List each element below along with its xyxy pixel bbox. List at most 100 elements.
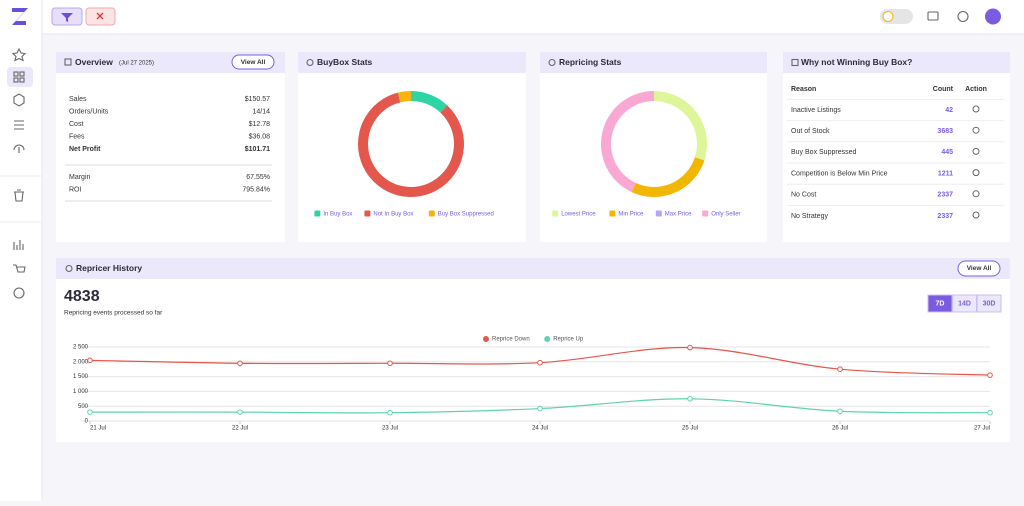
point bbox=[387, 409, 393, 416]
column-header: Count bbox=[933, 86, 954, 93]
legend-label: Not In Buy Box bbox=[373, 212, 413, 218]
y-tick-label: 1 000 bbox=[73, 389, 89, 395]
row-value: $12.78 bbox=[249, 121, 271, 128]
legend-swatch bbox=[483, 336, 489, 342]
action-icon[interactable] bbox=[972, 105, 980, 113]
button-label: View All bbox=[241, 59, 266, 66]
action-icon[interactable] bbox=[972, 169, 980, 177]
card-title: Repricer History bbox=[76, 263, 142, 273]
action-icon[interactable] bbox=[972, 126, 980, 134]
reason: Buy Box Suppressed bbox=[791, 149, 856, 156]
legend-label: In Buy Box bbox=[323, 212, 352, 218]
row-value: $36.08 bbox=[249, 133, 271, 140]
legend-label: Reprice Down bbox=[492, 337, 530, 343]
action-icon[interactable] bbox=[972, 190, 980, 198]
donut-segment bbox=[601, 91, 654, 192]
range-label: 30D bbox=[983, 300, 996, 307]
point bbox=[387, 360, 393, 367]
card-header bbox=[56, 52, 285, 73]
legend-swatch bbox=[655, 210, 662, 217]
history-card bbox=[56, 258, 1010, 442]
clear-icon bbox=[96, 12, 104, 20]
row-label: Margin bbox=[69, 174, 91, 181]
view-all-button[interactable] bbox=[957, 260, 1001, 277]
legend-label: Buy Box Suppressed bbox=[438, 212, 494, 218]
legend-label: Reprice Up bbox=[553, 337, 584, 343]
y-tick-label: 500 bbox=[78, 404, 89, 410]
row-label: Sales bbox=[69, 96, 87, 103]
legend-label: Only Seller bbox=[711, 212, 740, 218]
y-tick-label: 0 bbox=[85, 419, 89, 425]
range-label: 14D bbox=[958, 300, 971, 307]
count: 2337 bbox=[937, 213, 953, 220]
reason: Out of Stock bbox=[791, 128, 830, 135]
reason: No Cost bbox=[791, 192, 816, 199]
view-all-button[interactable] bbox=[231, 54, 275, 70]
whynot-card bbox=[783, 52, 1010, 242]
row-value: 67.55% bbox=[246, 174, 270, 181]
row-label: Orders/Units bbox=[69, 108, 109, 115]
donut-segment bbox=[631, 157, 705, 197]
card-header bbox=[540, 52, 767, 73]
legend-swatch bbox=[314, 210, 321, 217]
y-tick-label: 2 000 bbox=[73, 359, 89, 365]
column-header: Action bbox=[965, 86, 987, 93]
sidebar-icons bbox=[7, 47, 33, 299]
point bbox=[537, 359, 543, 366]
cards bbox=[56, 52, 1010, 442]
range-button[interactable] bbox=[976, 294, 1002, 313]
point bbox=[837, 408, 843, 415]
x-tick-label: 22 Jul bbox=[232, 426, 248, 432]
reason: Competition is Below Min Price bbox=[791, 170, 888, 177]
point bbox=[687, 344, 693, 351]
row-value: 795.84% bbox=[242, 186, 270, 193]
legend-swatch bbox=[544, 336, 551, 342]
legend-label: Min Price bbox=[618, 212, 644, 218]
x-tick-label: 23 Jul bbox=[382, 426, 398, 432]
x-tick-label: 27 Jul bbox=[974, 426, 990, 432]
y-tick-label: 2 500 bbox=[73, 345, 89, 351]
point bbox=[87, 357, 93, 364]
point bbox=[687, 396, 693, 402]
card-title: Repricing Stats bbox=[559, 57, 622, 67]
point bbox=[237, 360, 243, 367]
x-tick-label: 25 Jul bbox=[682, 426, 698, 432]
row-label: Net Profit bbox=[69, 146, 101, 153]
reason: Inactive Listings bbox=[791, 107, 841, 114]
reason: No Strategy bbox=[791, 213, 828, 220]
overview-card bbox=[56, 52, 285, 242]
action-icon[interactable] bbox=[972, 211, 980, 219]
legend-swatch bbox=[702, 210, 709, 217]
help-icon[interactable] bbox=[957, 10, 969, 23]
buybox-card bbox=[298, 52, 526, 242]
caption: Repricing events processed so far bbox=[64, 310, 163, 317]
logo bbox=[12, 8, 28, 25]
card-title: Overview bbox=[75, 57, 113, 67]
button-label: View All bbox=[967, 265, 992, 272]
y-tick-label: 1 500 bbox=[73, 374, 89, 380]
count: 445 bbox=[941, 149, 953, 156]
x-tick-label: 26 Jul bbox=[832, 426, 848, 432]
filter-icon bbox=[61, 13, 73, 22]
legend-label: Lowest Price bbox=[561, 212, 596, 218]
count: 1211 bbox=[938, 170, 953, 177]
chat-icon[interactable] bbox=[927, 11, 939, 21]
row-label: ROI bbox=[69, 186, 82, 193]
card-title: Why not Winning Buy Box? bbox=[801, 57, 912, 67]
count: 42 bbox=[945, 107, 953, 114]
card-header bbox=[783, 52, 1010, 73]
legend-swatch bbox=[552, 210, 559, 217]
point bbox=[537, 405, 543, 412]
row-value: $150.57 bbox=[245, 96, 270, 103]
action-icon[interactable] bbox=[972, 147, 980, 155]
legend-swatch bbox=[428, 210, 435, 217]
donut-segment bbox=[397, 91, 411, 103]
count: 2337 bbox=[937, 192, 953, 199]
legend-label: Max Price bbox=[665, 212, 692, 218]
count: 3683 bbox=[937, 128, 953, 135]
point bbox=[987, 372, 993, 378]
avatar[interactable] bbox=[985, 8, 1001, 25]
range-label: 7D bbox=[936, 300, 945, 307]
header-icons bbox=[64, 58, 799, 273]
